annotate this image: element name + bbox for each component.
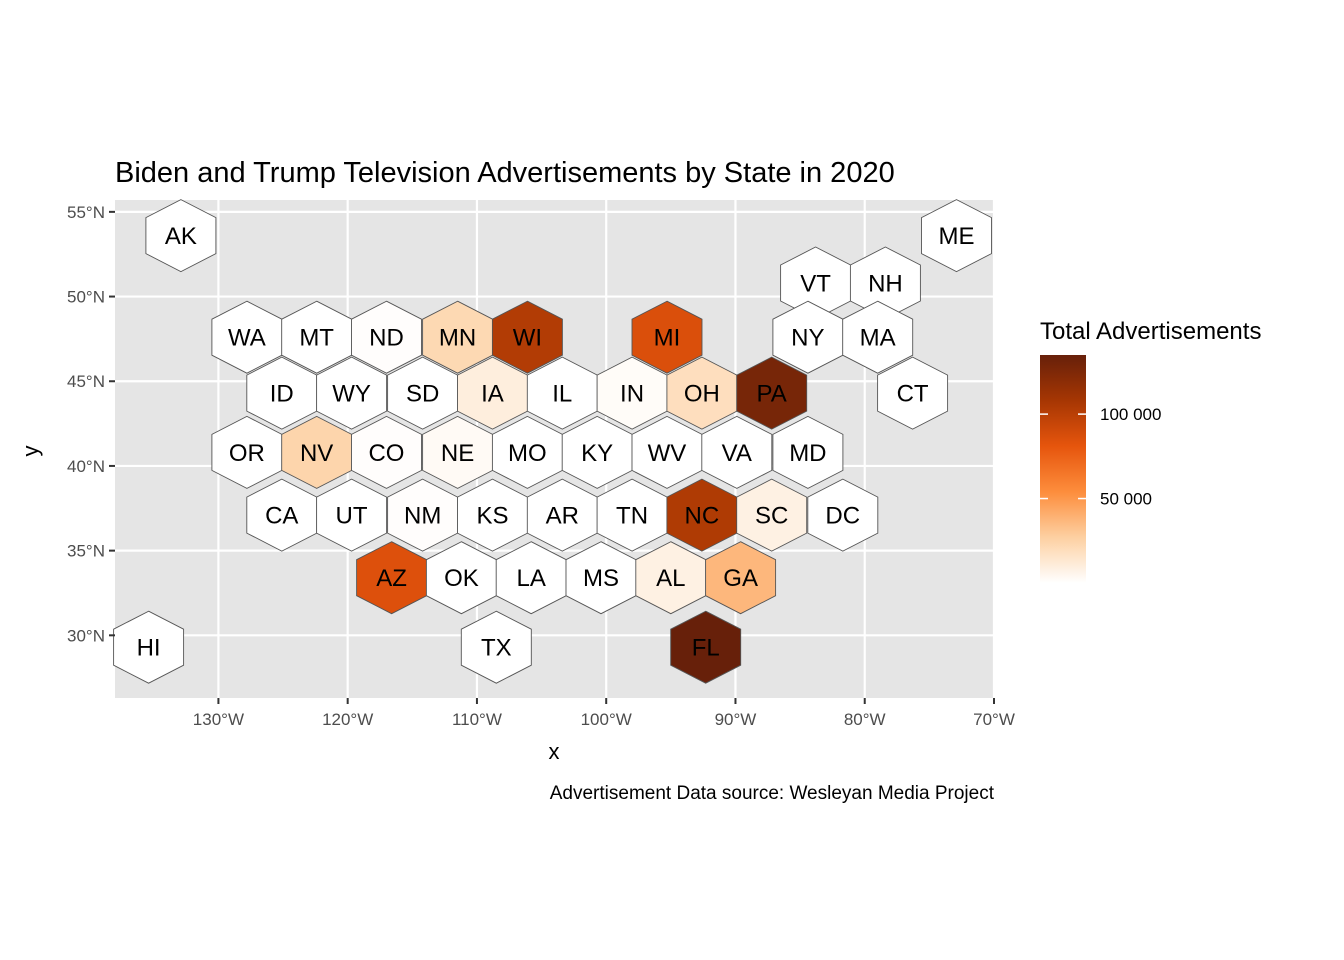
hex-label-wa: WA (228, 325, 266, 352)
hex-dc (807, 478, 879, 552)
hex-md (772, 415, 844, 489)
y-tick-label: 55°N (67, 203, 105, 222)
legend-title: Total Advertisements (1040, 318, 1261, 345)
hex-label-il: IL (552, 381, 572, 408)
hex-pa (736, 356, 808, 430)
hex-label-ne: NE (441, 440, 474, 467)
hex-wi (491, 300, 563, 374)
hex-label-fl: FL (692, 635, 720, 662)
hex-label-wi: WI (513, 325, 542, 352)
hex-label-wv: WV (648, 440, 687, 467)
legend-label: 100 000 (1100, 405, 1161, 424)
x-axis-title: x (549, 739, 560, 764)
hex-label-sc: SC (755, 503, 788, 530)
axes: 130°W 120°W 110°W 100°W 90°W 80°W 70°W 30°N 35°N… (67, 203, 1015, 729)
hex-nd (351, 300, 422, 374)
hex-label-al: AL (656, 565, 685, 592)
hex-label-ms: MS (583, 565, 619, 592)
hex-label-ut: UT (336, 503, 368, 530)
hex-wy (316, 356, 388, 430)
hex-label-sd: SD (406, 381, 439, 408)
hex-label-ia: IA (481, 381, 504, 408)
hex-label-tx: TX (481, 635, 512, 662)
legend: Total Advertisements 50 000 100 000 (1040, 318, 1261, 583)
hex-ga (705, 541, 777, 615)
hex-label-vt: VT (800, 271, 831, 298)
hex-label-ny: NY (791, 325, 824, 352)
x-tick-label: 80°W (844, 710, 886, 729)
hex-label-me: ME (939, 223, 975, 250)
caption: Advertisement Data source: Wesleyan Medi… (550, 783, 995, 804)
hex-label-mi: MI (654, 325, 681, 352)
hex-ct (877, 356, 949, 430)
x-tick-label: 120°W (322, 710, 373, 729)
x-tick-label: 70°W (973, 710, 1015, 729)
hex-label-in: IN (620, 381, 644, 408)
x-tick-label: 130°W (193, 710, 244, 729)
hex-label-oh: OH (684, 381, 720, 408)
hex-label-ak: AK (165, 223, 197, 250)
hex-label-co: CO (368, 440, 404, 467)
hex-label-md: MD (789, 440, 826, 467)
hex-label-nc: NC (685, 503, 720, 530)
hex-label-va: VA (722, 440, 752, 467)
hex-label-nv: NV (300, 440, 333, 467)
hex-fl (670, 610, 742, 684)
hex-sc (736, 478, 808, 552)
hex-tx (460, 610, 532, 684)
hex-co (351, 415, 422, 489)
legend-label: 50 000 (1100, 490, 1152, 509)
hex-label-ga: GA (723, 565, 758, 592)
hex-va (701, 415, 773, 489)
hex-mi (631, 300, 703, 374)
hex-label-mo: MO (508, 440, 547, 467)
hex-label-mt: MT (299, 325, 334, 352)
x-tick-label: 90°W (715, 710, 757, 729)
hex-ma (842, 300, 914, 374)
y-tick-label: 45°N (67, 372, 105, 391)
legend-ticks: 50 000 100 000 (1040, 405, 1161, 509)
x-tick-label: 110°W (452, 710, 502, 729)
hex-label-ma: MA (860, 325, 896, 352)
hex-label-nm: NM (404, 503, 441, 530)
hex-label-mn: MN (439, 325, 476, 352)
hex-label-tn: TN (616, 503, 648, 530)
legend-colorbar (1040, 355, 1086, 583)
hex-tiles: AK ME VT NH WA MT ND MN WI MI NY MA ID WY SD IA IL IN OH PA… (113, 199, 992, 684)
hex-ak (145, 199, 217, 273)
hex-label-pa: PA (757, 381, 787, 408)
y-tick-label: 30°N (67, 626, 105, 645)
chart-title: Biden and Trump Television Advertisement… (115, 157, 895, 189)
hex-label-hi: HI (137, 635, 161, 662)
hex-label-ks: KS (476, 503, 508, 530)
hex-label-ca: CA (265, 503, 298, 530)
y-axis-title: y (18, 446, 43, 457)
hex-hi (113, 610, 185, 684)
hex-me (921, 199, 992, 273)
hex-label-or: OR (229, 440, 265, 467)
hex-label-nh: NH (868, 271, 903, 298)
y-tick-label: 35°N (67, 542, 105, 561)
hex-label-ct: CT (897, 381, 929, 408)
hex-label-nd: ND (369, 325, 404, 352)
hex-label-ky: KY (581, 440, 613, 467)
hex-label-ar: AR (546, 503, 579, 530)
hex-label-ok: OK (444, 565, 479, 592)
x-tick-label: 100°W (581, 710, 632, 729)
y-tick-label: 50°N (67, 288, 105, 307)
hex-label-la: LA (517, 565, 546, 592)
hex-label-az: AZ (376, 565, 407, 592)
hex-label-wy: WY (332, 381, 371, 408)
hex-ut (316, 478, 388, 552)
hex-label-id: ID (270, 381, 294, 408)
y-tick-label: 40°N (67, 457, 105, 476)
hex-label-dc: DC (825, 503, 860, 530)
